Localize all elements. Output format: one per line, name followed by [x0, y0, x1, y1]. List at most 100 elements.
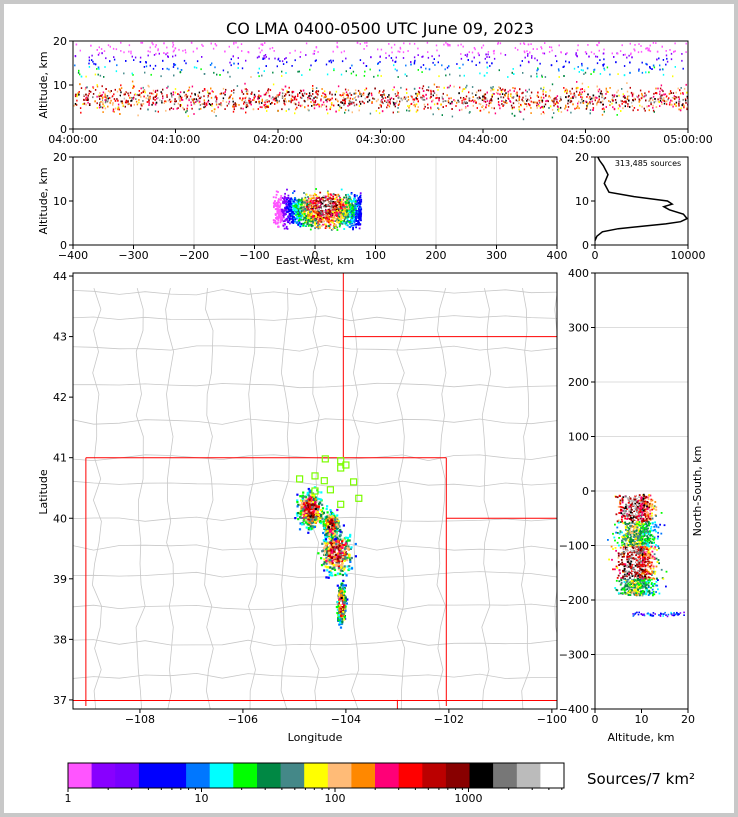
time-altitude-pixel: [364, 70, 366, 73]
time-altitude-pixel: [536, 102, 538, 105]
time-altitude-pixel: [668, 103, 671, 106]
map-density-pixel: [305, 505, 308, 509]
time-altitude-pixel: [243, 101, 245, 104]
map-density-pixel: [321, 503, 324, 506]
time-altitude-pixel: [671, 100, 673, 102]
time-altitude-pixel: [532, 101, 535, 104]
time-altitude-pixel: [314, 60, 317, 62]
time-altitude-pixel: [79, 83, 81, 86]
time-altitude-pixel: [145, 65, 148, 68]
time-altitude-pixel: [517, 48, 519, 51]
map-density-pixel: [307, 526, 310, 530]
time-altitude-pixel: [211, 62, 213, 65]
map-density-pixel: [298, 528, 302, 531]
time-altitude-pixel: [325, 63, 328, 66]
time-altitude-pixel: [502, 105, 504, 107]
time-altitude-pixel: [317, 93, 319, 96]
time-altitude-pixel: [523, 42, 525, 45]
time-altitude-pixel: [542, 90, 544, 93]
map-density-pixel: [307, 528, 310, 531]
time-altitude-pixel: [274, 57, 276, 60]
time-altitude-pixel: [600, 90, 602, 93]
time-altitude-pixel: [326, 108, 328, 111]
map-density-pixel: [303, 518, 306, 521]
eastwest-pixel: [319, 211, 322, 213]
time-altitude-pixel: [587, 93, 589, 96]
eastwest-pixel: [353, 221, 356, 224]
time-altitude-pixel: [583, 89, 586, 91]
time-altitude-pixel: [322, 101, 325, 104]
eastwest-pixel: [344, 216, 347, 219]
eastwest-pixel: [325, 218, 328, 221]
time-altitude-pixel: [343, 104, 345, 106]
time-altitude-pixel: [192, 50, 195, 53]
time-altitude-pixel: [491, 87, 493, 90]
time-altitude-pixel: [264, 103, 267, 106]
time-altitude-pixel: [397, 50, 399, 53]
time-altitude-pixel: [580, 96, 582, 98]
time-altitude-pixel: [196, 60, 199, 63]
time-altitude-pixel: [425, 93, 427, 96]
eastwest-pixel: [292, 220, 295, 223]
eastwest-pixel: [348, 195, 351, 198]
time-altitude-pixel: [553, 101, 555, 104]
time-altitude-pixel: [632, 92, 635, 95]
time-altitude-pixel: [266, 110, 268, 112]
time-altitude-pixel: [235, 103, 238, 106]
time-altitude-pixel: [195, 66, 198, 69]
eastwest-pixel: [317, 222, 320, 224]
time-altitude-pixel: [388, 94, 390, 96]
eastwest-pixel: [274, 219, 277, 222]
eastwest-pixel: [297, 223, 299, 226]
time-altitude-pixel: [286, 91, 288, 94]
time-altitude-pixel: [447, 100, 449, 102]
time-altitude-pixel: [203, 101, 206, 104]
map-density-pixel: [313, 518, 316, 521]
time-altitude-pixel: [536, 69, 538, 72]
eastwest-pixel: [295, 217, 298, 220]
eastwest-pixel: [285, 208, 288, 211]
time-altitude-pixel: [185, 62, 187, 65]
eastwest-pixel: [307, 208, 309, 211]
time-altitude-pixel: [354, 89, 357, 92]
map-density-pixel: [312, 512, 315, 515]
time-altitude-pixel: [204, 89, 206, 91]
time-altitude-pixel: [654, 98, 656, 100]
time-altitude-pixel: [406, 109, 408, 112]
eastwest-pixel: [280, 216, 283, 219]
time-altitude-pixel: [491, 62, 493, 65]
eastwest-pixel: [352, 211, 355, 214]
time-altitude-pixel: [308, 97, 310, 100]
time-altitude-pixel: [685, 51, 687, 53]
eastwest-pixel: [325, 216, 328, 219]
eastwest-pixel: [340, 207, 343, 209]
time-altitude-pixel: [397, 94, 399, 97]
time-altitude-pixel: [339, 106, 341, 109]
time-altitude-pixel: [641, 71, 644, 74]
time-altitude-pixel: [607, 91, 609, 93]
time-altitude-pixel: [556, 98, 558, 101]
eastwest-pixel: [309, 200, 312, 203]
time-altitude-pixel: [121, 100, 123, 103]
eastwest-pixel: [328, 218, 331, 221]
time-altitude-pixel: [307, 98, 309, 101]
eastwest-pixel: [358, 196, 361, 198]
time-altitude-pixel: [237, 57, 239, 59]
eastwest-pixel: [284, 208, 286, 211]
time-altitude-pixel: [353, 104, 356, 107]
time-altitude-pixel: [184, 49, 186, 51]
eastwest-pixel: [316, 212, 319, 215]
map-density-pixel: [296, 514, 299, 517]
eastwest-pixel: [352, 220, 355, 223]
time-altitude-pixel: [266, 101, 268, 103]
time-altitude-pixel: [568, 99, 571, 102]
time-altitude-pixel: [293, 102, 295, 105]
time-altitude-pixel: [521, 98, 523, 101]
eastwest-pixel: [322, 214, 325, 216]
time-altitude-pixel: [191, 85, 194, 88]
time-altitude-pixel: [523, 43, 526, 45]
time-altitude-pixel: [501, 93, 504, 95]
time-altitude-pixel: [328, 60, 330, 63]
eastwest-pixel: [335, 208, 338, 211]
time-altitude-pixel: [149, 50, 151, 53]
